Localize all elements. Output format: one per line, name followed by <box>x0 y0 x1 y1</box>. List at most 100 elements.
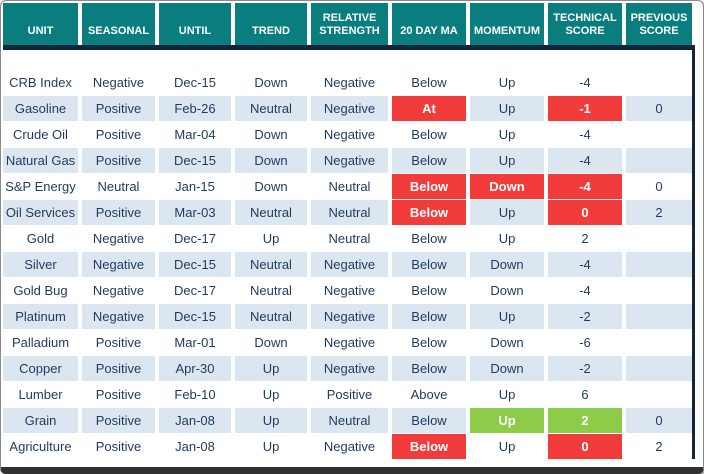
cell-unit: Crude Oil <box>13 127 68 142</box>
cell-unit: Lumber <box>18 387 63 402</box>
cell-relative-strength: Negative <box>311 96 388 121</box>
cell-relative-strength: Neutral <box>311 200 388 225</box>
header-divider-bar <box>3 45 692 50</box>
column-header-label: SEASONAL <box>87 25 150 38</box>
cell-previous-score <box>626 278 692 303</box>
cell-relative-strength: Negative <box>323 75 376 90</box>
cell-momentum: Down <box>490 283 524 298</box>
cell-trend: Up <box>262 231 280 246</box>
column-header-label: MOMENTUM <box>474 25 540 38</box>
cell-20-day-ma: Below <box>392 148 466 173</box>
cell-until: Jan-08 <box>159 408 231 433</box>
cell-previous-score <box>626 304 692 329</box>
cell-trend: Neutral <box>235 304 307 329</box>
cell-20-day-ma: Below <box>392 356 466 381</box>
cell-unit: Natural Gas <box>3 148 78 173</box>
cell-trend: Neutral <box>235 96 307 121</box>
column-header-label: TECHNICAL SCORE <box>553 11 617 38</box>
cell-momentum: Up <box>470 148 544 173</box>
cell-seasonal: Positive <box>82 148 155 173</box>
cell-relative-strength: Negative <box>311 252 388 277</box>
cell-20-day-ma: Below <box>411 75 447 90</box>
cell-until: Dec-15 <box>159 304 231 329</box>
cell-momentum: Down <box>470 174 544 199</box>
cell-trend: Neutral <box>235 200 307 225</box>
cell-until: Mar-03 <box>159 200 231 225</box>
cell-momentum: Up <box>498 127 516 142</box>
cell-relative-strength: Positive <box>326 387 373 402</box>
cell-trend: Up <box>235 356 307 381</box>
cell-momentum: Down <box>470 356 544 381</box>
cell-20-day-ma: Below <box>392 304 466 329</box>
cell-seasonal: Positive <box>95 439 142 454</box>
cell-technical-score: -2 <box>548 304 622 329</box>
cell-seasonal: Negative <box>92 231 145 246</box>
cell-trend: Down <box>254 127 288 142</box>
cell-relative-strength: Negative <box>323 335 376 350</box>
cell-technical-score: -4 <box>579 127 591 142</box>
cell-technical-score: -4 <box>579 283 591 298</box>
cell-until: Apr-30 <box>159 356 231 381</box>
cell-20-day-ma: Below <box>411 335 447 350</box>
cell-20-day-ma: Below <box>411 127 447 142</box>
table-row: Gold Bug Negative Dec-17 Neutral Negative Bel… <box>3 278 692 303</box>
cell-20-day-ma: Above <box>410 387 448 402</box>
cell-unit: Grain <box>3 408 78 433</box>
cell-trend: Up <box>262 439 280 454</box>
cell-trend: Down <box>254 75 288 90</box>
cell-momentum: Up <box>498 387 516 402</box>
cell-until: Mar-04 <box>174 127 216 142</box>
cell-relative-strength: Negative <box>323 283 376 298</box>
cell-until: Mar-01 <box>174 335 216 350</box>
cell-previous-score <box>626 356 692 381</box>
cell-relative-strength: Negative <box>311 304 388 329</box>
cell-unit: Silver <box>3 252 78 277</box>
cell-previous-score <box>626 382 692 407</box>
cell-seasonal: Neutral <box>97 179 140 194</box>
cell-relative-strength: Neutral <box>328 179 371 194</box>
cell-unit: Gold Bug <box>13 283 68 298</box>
cell-momentum: Up <box>470 96 544 121</box>
cell-unit: Agriculture <box>9 439 72 454</box>
cell-previous-score <box>626 70 692 95</box>
cell-20-day-ma: Below <box>411 283 447 298</box>
cell-trend: Down <box>235 148 307 173</box>
cell-relative-strength: Negative <box>311 356 388 381</box>
cell-20-day-ma: At <box>392 96 466 121</box>
cell-unit: Copper <box>3 356 78 381</box>
cell-seasonal: Negative <box>82 252 155 277</box>
column-header-unit: UNIT <box>3 3 78 45</box>
cell-momentum: Up <box>498 231 516 246</box>
cell-previous-score <box>626 122 692 147</box>
column-header-label: UNIT <box>27 25 54 38</box>
cell-technical-score: -4 <box>548 148 622 173</box>
cell-seasonal: Positive <box>82 408 155 433</box>
table-row: CRB Index Negative Dec-15 Down Negative Below… <box>3 70 692 95</box>
cell-20-day-ma: Below <box>392 434 466 459</box>
cell-seasonal: Negative <box>92 283 145 298</box>
cell-20-day-ma: Below <box>392 252 466 277</box>
cell-momentum: Down <box>470 252 544 277</box>
cell-20-day-ma: Below <box>392 174 466 199</box>
cell-momentum: Up <box>498 439 516 454</box>
column-header-label: 20 DAY MA <box>400 25 458 38</box>
cell-technical-score: -1 <box>548 96 622 121</box>
cell-technical-score: -4 <box>548 252 622 277</box>
cell-previous-score: 0 <box>626 96 692 121</box>
column-header-seasonal: SEASONAL <box>82 3 155 45</box>
cell-previous-score: 2 <box>655 439 663 454</box>
cell-trend: Down <box>254 335 288 350</box>
cell-technical-score: -2 <box>548 356 622 381</box>
cell-previous-score: 0 <box>655 179 663 194</box>
table-row: Oil Services Positive Mar-03 Neutral Neutral… <box>3 200 692 225</box>
cell-until: Dec-15 <box>159 252 231 277</box>
column-header-20-day-ma: 20 DAY MA <box>392 3 466 45</box>
column-header-label: TREND <box>252 25 290 38</box>
cell-previous-score <box>626 330 692 355</box>
table-row: Lumber Positive Feb-10 Up Positive Above Up 6 <box>3 382 692 407</box>
cell-relative-strength: Negative <box>323 439 376 454</box>
table-row: Crude Oil Positive Mar-04 Down Negative Below… <box>3 122 692 147</box>
cell-momentum: Up <box>470 200 544 225</box>
column-header-trend: TREND <box>235 3 307 45</box>
